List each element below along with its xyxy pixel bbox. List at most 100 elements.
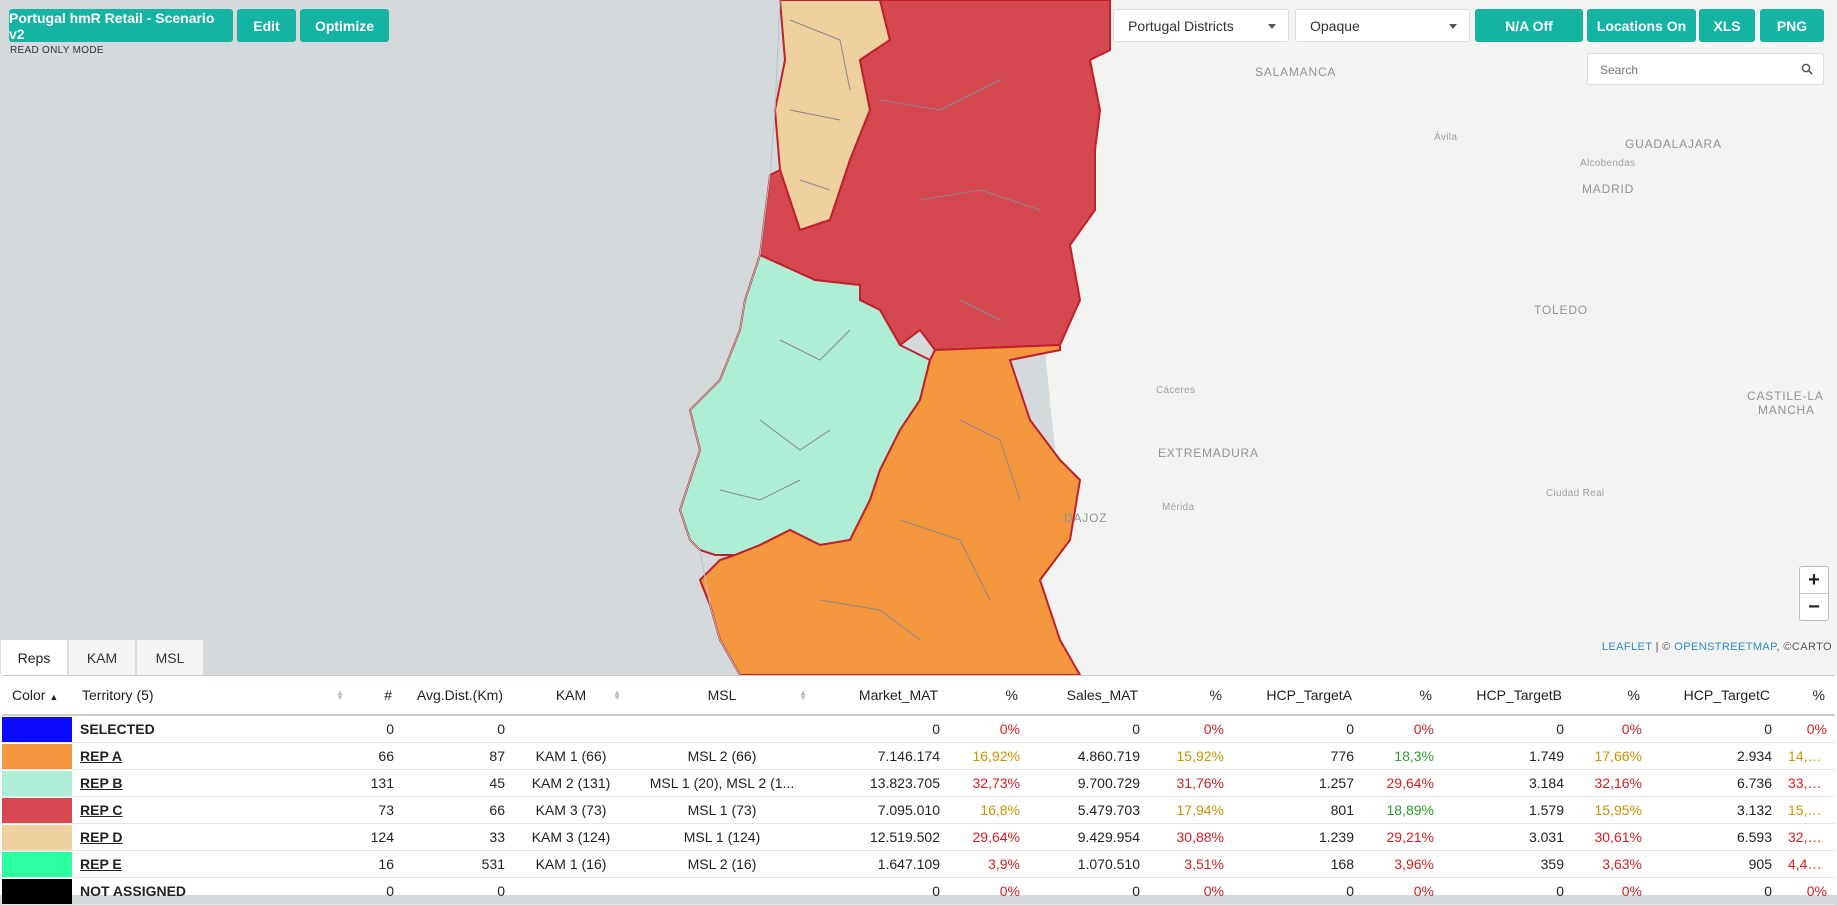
territory-table-panel: Color ▲ Territory (5) ▲ ▼ # Avg.Dist.(Km) … — [0, 675, 1837, 905]
cell-ta: 0 — [1232, 715, 1362, 743]
color-swatch[interactable] — [2, 824, 72, 850]
tab-msl[interactable]: MSL — [136, 639, 204, 675]
map-label-madrid: MADRID — [1582, 182, 1635, 196]
col-header-hcp-target-c-pct[interactable]: % — [1780, 675, 1835, 716]
cell-ta-pct: 18,89% — [1362, 796, 1442, 824]
color-swatch[interactable] — [2, 878, 72, 904]
col-header-market-mat[interactable]: Market_MAT — [815, 675, 948, 716]
color-swatch-cell[interactable] — [2, 769, 72, 797]
table-row[interactable]: SELECTED 0 0 0 0% 0 0% 0 0% 0 0% 0 0% — [2, 715, 1835, 743]
color-swatch[interactable] — [2, 743, 72, 769]
cell-tb: 0 — [1442, 715, 1572, 743]
col-header-kam[interactable]: KAM ▲ ▼ — [513, 675, 629, 716]
color-swatch-cell[interactable] — [2, 877, 72, 905]
layer-select[interactable]: Portugal Districts — [1113, 9, 1289, 42]
map-canvas[interactable] — [0, 0, 1837, 675]
table-row[interactable]: REP B 131 45 KAM 2 (131) MSL 1 (20), MSL 2 (… — [2, 769, 1835, 797]
cell-count: 0 — [352, 715, 402, 743]
cell-sales-pct: 3,51% — [1148, 850, 1232, 878]
attribution-osm-link[interactable]: OPENSTREETMAP — [1674, 641, 1777, 653]
table-header-row: Color ▲ Territory (5) ▲ ▼ # Avg.Dist.(Km) … — [2, 675, 1835, 716]
col-header-territory[interactable]: Territory (5) ▲ ▼ — [72, 675, 352, 716]
color-swatch[interactable] — [2, 770, 72, 796]
map-label-alcobendas: Alcobendas — [1580, 158, 1636, 169]
table-row[interactable]: REP A 66 87 KAM 1 (66) MSL 2 (66) 7.146.174 16… — [2, 742, 1835, 770]
search-icon[interactable] — [1801, 63, 1813, 75]
cell-market: 0 — [815, 715, 948, 743]
color-swatch[interactable] — [2, 851, 72, 877]
locations-toggle-button[interactable]: Locations On — [1587, 9, 1696, 42]
territory-name-link[interactable]: REP B — [72, 769, 352, 797]
col-header-hcp-target-a-pct[interactable]: % — [1362, 675, 1442, 716]
chevron-down-icon — [1268, 24, 1276, 29]
color-swatch[interactable] — [2, 797, 72, 823]
territory-name-link[interactable]: REP D — [72, 823, 352, 851]
color-swatch-cell[interactable] — [2, 850, 72, 878]
col-header-count[interactable]: # — [352, 675, 402, 716]
cell-kam: KAM 1 (16) — [513, 850, 629, 878]
cell-ta-pct: 18,3% — [1362, 742, 1442, 770]
map-label-toledo: TOLEDO — [1534, 303, 1588, 317]
cell-kam: KAM 3 (124) — [513, 823, 629, 851]
cell-market: 7.095.010 — [815, 796, 948, 824]
col-header-avg-dist[interactable]: Avg.Dist.(Km) — [402, 675, 513, 716]
color-swatch-cell[interactable] — [2, 823, 72, 851]
col-header-hcp-target-c[interactable]: HCP_TargetC — [1650, 675, 1780, 716]
color-swatch-cell[interactable] — [2, 796, 72, 824]
cell-tb-pct: 3,63% — [1572, 850, 1650, 878]
map-label-merida: Mérida — [1162, 502, 1195, 513]
cell-tc: 6.736 — [1650, 769, 1780, 797]
cell-market-pct: 29,64% — [948, 823, 1028, 851]
col-header-sales-mat[interactable]: Sales_MAT — [1028, 675, 1148, 716]
cell-market-pct: 0% — [948, 877, 1028, 905]
col-header-hcp-target-b-pct[interactable]: % — [1572, 675, 1650, 716]
tab-reps[interactable]: Reps — [0, 639, 68, 675]
map-view[interactable]: SALAMANCA Ávila GUADALAJARA Alcobendas M… — [0, 0, 1837, 675]
cell-market-pct: 0% — [948, 715, 1028, 743]
cell-sales: 1.070.510 — [1028, 850, 1148, 878]
cell-market: 0 — [815, 877, 948, 905]
table-row[interactable]: NOT ASSIGNED 0 0 0 0% 0 0% 0 0% 0 0% 0 0% — [2, 877, 1835, 905]
export-xls-button[interactable]: XLS — [1699, 9, 1755, 42]
zoom-out-button[interactable]: − — [1800, 593, 1828, 620]
cell-sales-pct: 0% — [1148, 715, 1232, 743]
map-label-extremadura: EXTREMADURA — [1158, 446, 1259, 460]
color-swatch-cell[interactable] — [2, 742, 72, 770]
cell-tc: 905 — [1650, 850, 1780, 878]
col-header-hcp-target-a[interactable]: HCP_TargetA — [1232, 675, 1362, 716]
table-row[interactable]: REP E 16 531 KAM 1 (16) MSL 2 (16) 1.647.109 3… — [2, 850, 1835, 878]
search-input[interactable] — [1598, 62, 1792, 78]
opacity-select[interactable]: Opaque — [1295, 9, 1470, 42]
na-toggle-button[interactable]: N/A Off — [1475, 9, 1583, 42]
cell-market: 12.519.502 — [815, 823, 948, 851]
edit-button[interactable]: Edit — [237, 9, 296, 42]
export-png-button[interactable]: PNG — [1760, 9, 1824, 42]
col-header-sales-pct[interactable]: % — [1148, 675, 1232, 716]
col-header-hcp-target-b[interactable]: HCP_TargetB — [1442, 675, 1572, 716]
cell-sales: 9.700.729 — [1028, 769, 1148, 797]
col-header-market-pct[interactable]: % — [948, 675, 1028, 716]
zoom-in-button[interactable]: + — [1808, 568, 1820, 591]
cell-tc-pct: 4,46% — [1780, 850, 1835, 878]
col-header-color[interactable]: Color ▲ — [2, 675, 72, 716]
cell-tc: 2.934 — [1650, 742, 1780, 770]
territory-name-link[interactable]: REP C — [72, 796, 352, 824]
attribution-leaflet-link[interactable]: LEAFLET — [1601, 641, 1653, 653]
cell-ta-pct: 29,21% — [1362, 823, 1442, 851]
map-label-avila: Ávila — [1434, 132, 1458, 143]
col-header-msl[interactable]: MSL ▲ ▼ — [629, 675, 815, 716]
cell-msl: MSL 1 (124) — [629, 823, 815, 851]
territory-name-link[interactable]: REP A — [72, 742, 352, 770]
cell-msl: MSL 1 (20), MSL 2 (1... — [629, 769, 815, 797]
tab-kam[interactable]: KAM — [68, 639, 136, 675]
table-row[interactable]: REP D 124 33 KAM 3 (124) MSL 1 (124) 12.519.5… — [2, 823, 1835, 851]
table-row[interactable]: REP C 73 66 KAM 3 (73) MSL 1 (73) 7.095.010 16… — [2, 796, 1835, 824]
scenario-button[interactable]: Portugal hmR Retail - Scenario v2 — [9, 9, 233, 42]
cell-dist: 87 — [402, 742, 513, 770]
optimize-button[interactable]: Optimize — [300, 9, 389, 42]
territory-name-link[interactable]: REP E — [72, 850, 352, 878]
color-swatch-cell[interactable] — [2, 715, 72, 743]
color-swatch[interactable] — [2, 716, 72, 742]
coastline — [679, 0, 781, 675]
cell-tb-pct: 17,66% — [1572, 742, 1650, 770]
